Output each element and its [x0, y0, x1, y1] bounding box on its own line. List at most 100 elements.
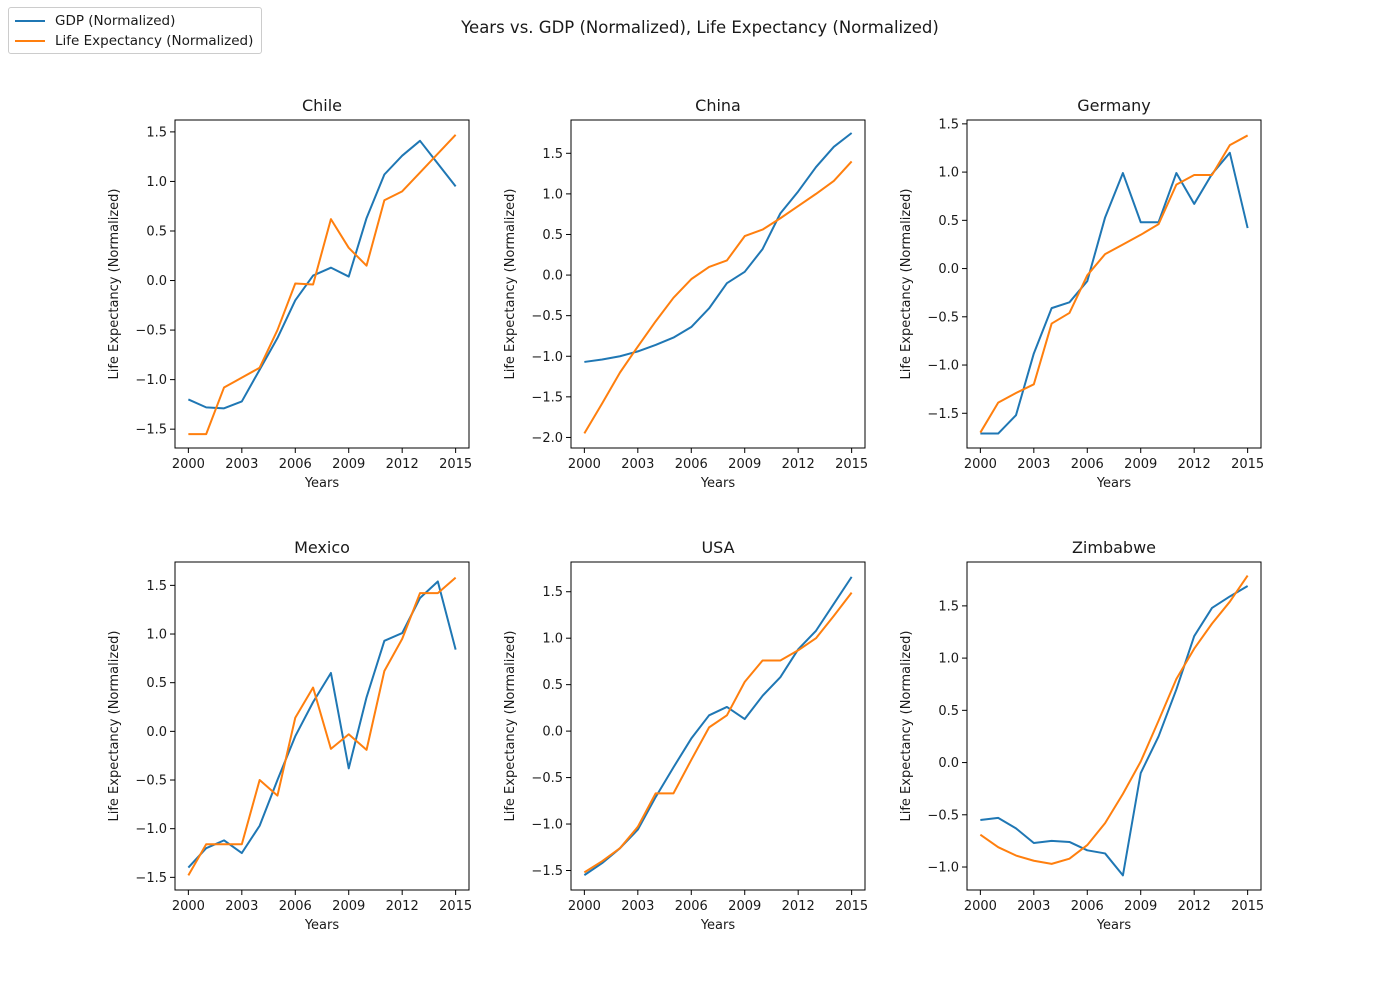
figure-title: Years vs. GDP (Normalized), Life Expecta… [460, 18, 939, 37]
x-tick-label: 2003 [225, 457, 258, 472]
y-tick-label: −0.5 [531, 309, 563, 324]
y-tick-label: −1.0 [135, 373, 167, 388]
x-tick-label: 2003 [1017, 457, 1050, 472]
subplot-china: China 2000 2003 2006 2009 2012 2015 −2.0 −1.5 −1.… [503, 96, 868, 491]
y-tick-label: 0.5 [146, 224, 167, 239]
subplot-title-mexico: Mexico [294, 538, 350, 557]
x-tick-label: 2000 [568, 899, 601, 914]
x-tick-label: 2015 [835, 899, 868, 914]
x-tick-label: 2009 [332, 899, 365, 914]
x-axis-label-zimbabwe: Years [1096, 918, 1132, 933]
x-tick-label: 2000 [964, 457, 997, 472]
x-tick-label: 2012 [1178, 899, 1211, 914]
x-tick-label: 2000 [172, 899, 205, 914]
y-tick-label: 0.5 [542, 228, 563, 243]
y-tick-label: −1.5 [531, 864, 563, 879]
subplot-mexico: Mexico 2000 2003 2006 2009 2012 2015 −1.5 −1.0 −0… [107, 538, 472, 933]
y-tick-label: 0.0 [146, 725, 167, 740]
axes-frame-zimbabwe [966, 561, 1262, 891]
y-tick-label: 0.5 [938, 704, 959, 719]
y-tick-label: 1.0 [146, 628, 167, 643]
axes-frame-mexico [174, 561, 470, 891]
y-tick-label: 1.5 [146, 125, 167, 140]
x-axis-label-chile: Years [304, 476, 340, 491]
y-tick-label: 1.0 [542, 632, 563, 647]
y-tick-label: −1.5 [135, 423, 167, 438]
y-tick-label: 1.5 [938, 599, 959, 614]
series-line-gdp-normalized-zimbabwe [980, 585, 1249, 877]
x-tick-label: 2000 [568, 457, 601, 472]
series-line-gdp-normalized-chile [187, 139, 457, 410]
x-tick-label: 2012 [386, 457, 419, 472]
x-tick-label: 2006 [279, 457, 312, 472]
y-tick-label: 1.5 [542, 147, 563, 162]
y-tick-label: 1.5 [146, 579, 167, 594]
y-axis-label-mexico: Life Expectancy (Normalized) [107, 630, 122, 821]
subplot-zimbabwe: Zimbabwe 2000 2003 2006 2009 2012 2015 −1.0 −0.5… [899, 538, 1264, 933]
y-tick-label: −0.5 [135, 324, 167, 339]
y-tick-label: 1.0 [146, 175, 167, 190]
y-tick-label: −1.0 [135, 822, 167, 837]
x-tick-label: 2012 [782, 457, 815, 472]
x-tick-label: 2006 [675, 457, 708, 472]
legend-label-life-expectancy: Life Expectancy (Normalized) [55, 33, 254, 49]
series-line-life-expectancy-normalized-mexico [187, 576, 457, 876]
series-line-gdp-normalized-germany [980, 151, 1249, 435]
legend-item-life-expectancy: Life Expectancy (Normalized) [15, 31, 253, 51]
x-tick-label: 2003 [225, 899, 258, 914]
series-line-life-expectancy-normalized-chile [188, 134, 457, 436]
axes-frame-chile [174, 119, 470, 449]
y-tick-label: 0.5 [938, 214, 959, 229]
x-tick-label: 2009 [728, 457, 761, 472]
series-line-life-expectancy-normalized-zimbabwe [979, 575, 1249, 865]
y-tick-label: 0.0 [938, 262, 959, 277]
y-axis-label-zimbabwe: Life Expectancy (Normalized) [899, 630, 914, 821]
x-tick-label: 2009 [1124, 899, 1157, 914]
y-tick-label: −1.0 [927, 359, 959, 374]
x-tick-label: 2015 [439, 457, 472, 472]
x-axis-label-germany: Years [1096, 476, 1132, 491]
subplot-title-germany: Germany [1077, 96, 1151, 115]
x-axis-label-mexico: Years [304, 918, 340, 933]
y-tick-label: −0.5 [927, 310, 959, 325]
legend-label-gdp: GDP (Normalized) [55, 13, 176, 29]
x-tick-label: 2006 [1071, 457, 1104, 472]
series-line-gdp-normalized-china [584, 132, 853, 363]
x-tick-label: 2003 [621, 899, 654, 914]
y-tick-label: −1.0 [927, 861, 959, 876]
legend: GDP (Normalized) Life Expectancy (Normal… [8, 7, 262, 54]
y-tick-label: 0.5 [542, 678, 563, 693]
legend-swatch-gdp [15, 20, 45, 22]
x-tick-label: 2015 [1231, 899, 1264, 914]
y-tick-label: −1.0 [531, 818, 563, 833]
x-tick-label: 2006 [675, 899, 708, 914]
x-tick-label: 2015 [835, 457, 868, 472]
subplot-usa: USA 2000 2003 2006 2009 2012 2015 −1.5 −1.0 −0.5 0… [503, 538, 868, 933]
y-tick-label: −0.5 [927, 808, 959, 823]
x-tick-label: 2000 [964, 899, 997, 914]
x-tick-label: 2012 [782, 899, 815, 914]
y-tick-label: −1.5 [531, 390, 563, 405]
x-tick-label: 2003 [1017, 899, 1050, 914]
y-tick-label: −0.5 [531, 771, 563, 786]
subplot-title-zimbabwe: Zimbabwe [1072, 538, 1156, 557]
y-tick-label: 1.5 [542, 585, 563, 600]
y-tick-label: −0.5 [135, 774, 167, 789]
y-tick-label: −1.5 [927, 407, 959, 422]
axes-frame-germany [966, 119, 1262, 449]
x-tick-label: 2012 [1178, 457, 1211, 472]
subplot-title-usa: USA [701, 538, 734, 557]
series-line-life-expectancy-normalized-usa [583, 592, 853, 874]
x-tick-label: 2015 [439, 899, 472, 914]
x-axis-label-usa: Years [700, 918, 736, 933]
x-tick-label: 2003 [621, 457, 654, 472]
x-tick-label: 2009 [728, 899, 761, 914]
x-tick-label: 2012 [386, 899, 419, 914]
y-tick-label: 1.0 [938, 166, 959, 181]
legend-swatch-life-expectancy [15, 40, 45, 42]
y-axis-label-chile: Life Expectancy (Normalized) [107, 188, 122, 379]
series-line-life-expectancy-normalized-germany [979, 134, 1249, 434]
y-tick-label: 0.5 [146, 676, 167, 691]
